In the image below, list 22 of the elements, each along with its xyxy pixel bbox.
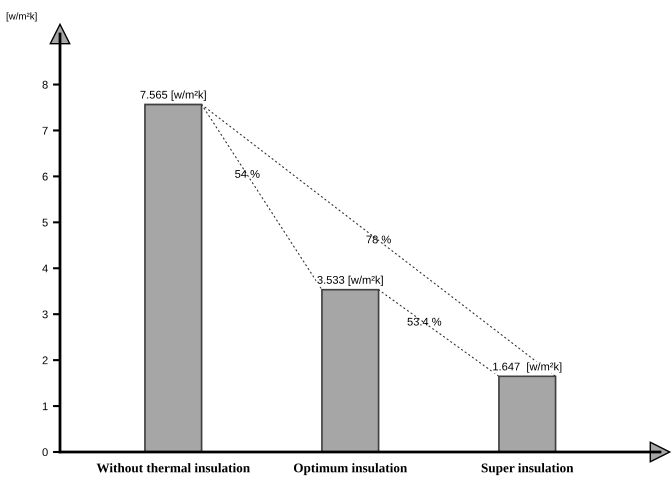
x-tick-label: Optimum insulation <box>294 463 408 476</box>
annotation: 78 % <box>366 236 391 244</box>
y-tick-label: 5 <box>42 218 48 226</box>
data-label: 7.565 [w/m²k] <box>140 90 206 101</box>
bar <box>321 288 380 452</box>
bar <box>498 376 556 452</box>
x-tick-label: Without thermal insulation <box>96 463 250 472</box>
y-tick-label: 6 <box>42 172 48 181</box>
annotation: 54 % <box>235 170 260 178</box>
y-tick-label: 3 <box>42 310 48 318</box>
y-tick-label: 1 <box>42 402 48 410</box>
y-tick-label: 4 <box>42 264 48 272</box>
annotation: 53.4 % <box>407 318 442 326</box>
y-tick-label: 0 <box>42 448 48 456</box>
y-tick-label: 2 <box>42 356 48 364</box>
y-axis-title: [w/m²k] <box>6 12 37 22</box>
data-label: 1.647 [w/m²k] <box>493 362 562 373</box>
y-tick-label: 7 <box>42 126 48 134</box>
data-label: 3.533 [w/m²k] <box>317 276 383 286</box>
y-tick-label: 8 <box>42 80 48 89</box>
x-tick-label: Super insulation <box>482 463 574 476</box>
bar <box>144 104 202 452</box>
